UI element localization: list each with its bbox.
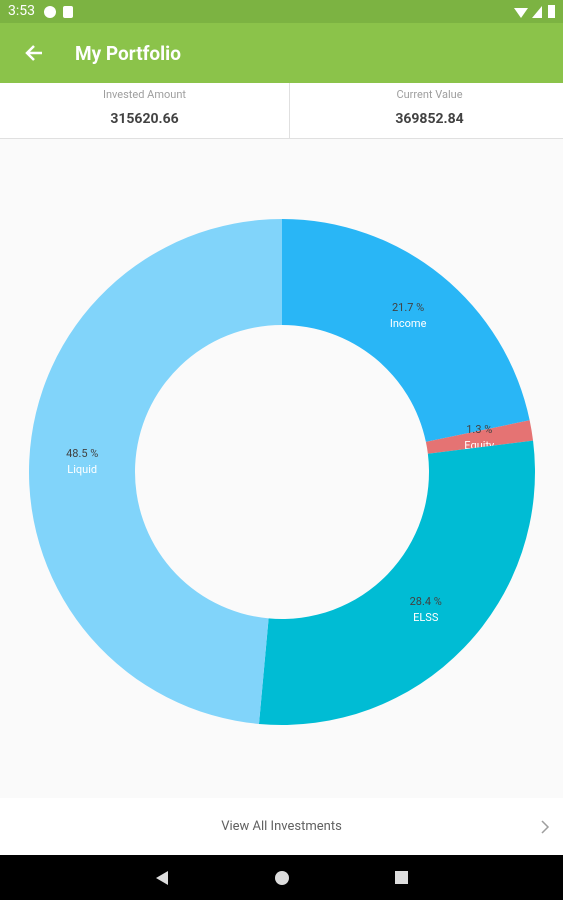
back-button[interactable] <box>22 38 52 68</box>
chevron <box>541 820 550 834</box>
slice-value-label: 21.7 % <box>392 301 424 314</box>
summary-value: 315620.66 <box>110 111 179 127</box>
slice-category-label: Liquid <box>67 463 97 476</box>
summary-label: Invested Amount <box>102 88 187 101</box>
summary-value: 369852.84 <box>395 111 464 127</box>
donut-slice <box>28 219 283 724</box>
slice-value-label: 48.5 % <box>66 447 98 460</box>
nav-recents[interactable] <box>395 871 408 884</box>
nav-home[interactable] <box>275 871 289 885</box>
summary: Invested Amount 315620.66 Current Value … <box>0 83 563 139</box>
donut-slice <box>425 420 534 454</box>
donut-slice <box>282 219 530 442</box>
app-bar: My Portfolio <box>0 23 563 83</box>
status-icons <box>44 5 555 18</box>
status-bar: 3:53 <box>0 0 563 23</box>
view-all-link[interactable]: View All Investments <box>221 819 342 834</box>
nav-buttons <box>156 871 408 885</box>
slice-value-label: 1.3 % <box>466 423 492 436</box>
app-title: My Portfolio <box>75 42 181 65</box>
view-all-row[interactable]: View All Investments <box>0 798 563 855</box>
donut-slice <box>258 440 535 725</box>
slice-category-label: Income <box>390 317 427 330</box>
summary-cell: Current Value 369852.84 <box>285 83 563 138</box>
slice-value-label: 28.4 % <box>410 595 442 608</box>
summary-cell: Invested Amount 315620.66 <box>0 83 289 138</box>
summary-label: Current Value <box>396 88 463 101</box>
nav-back[interactable] <box>156 871 168 885</box>
nav-bar <box>0 855 563 900</box>
slice-category-label: ELSS <box>413 611 439 624</box>
clock: 3:53 <box>8 3 35 19</box>
